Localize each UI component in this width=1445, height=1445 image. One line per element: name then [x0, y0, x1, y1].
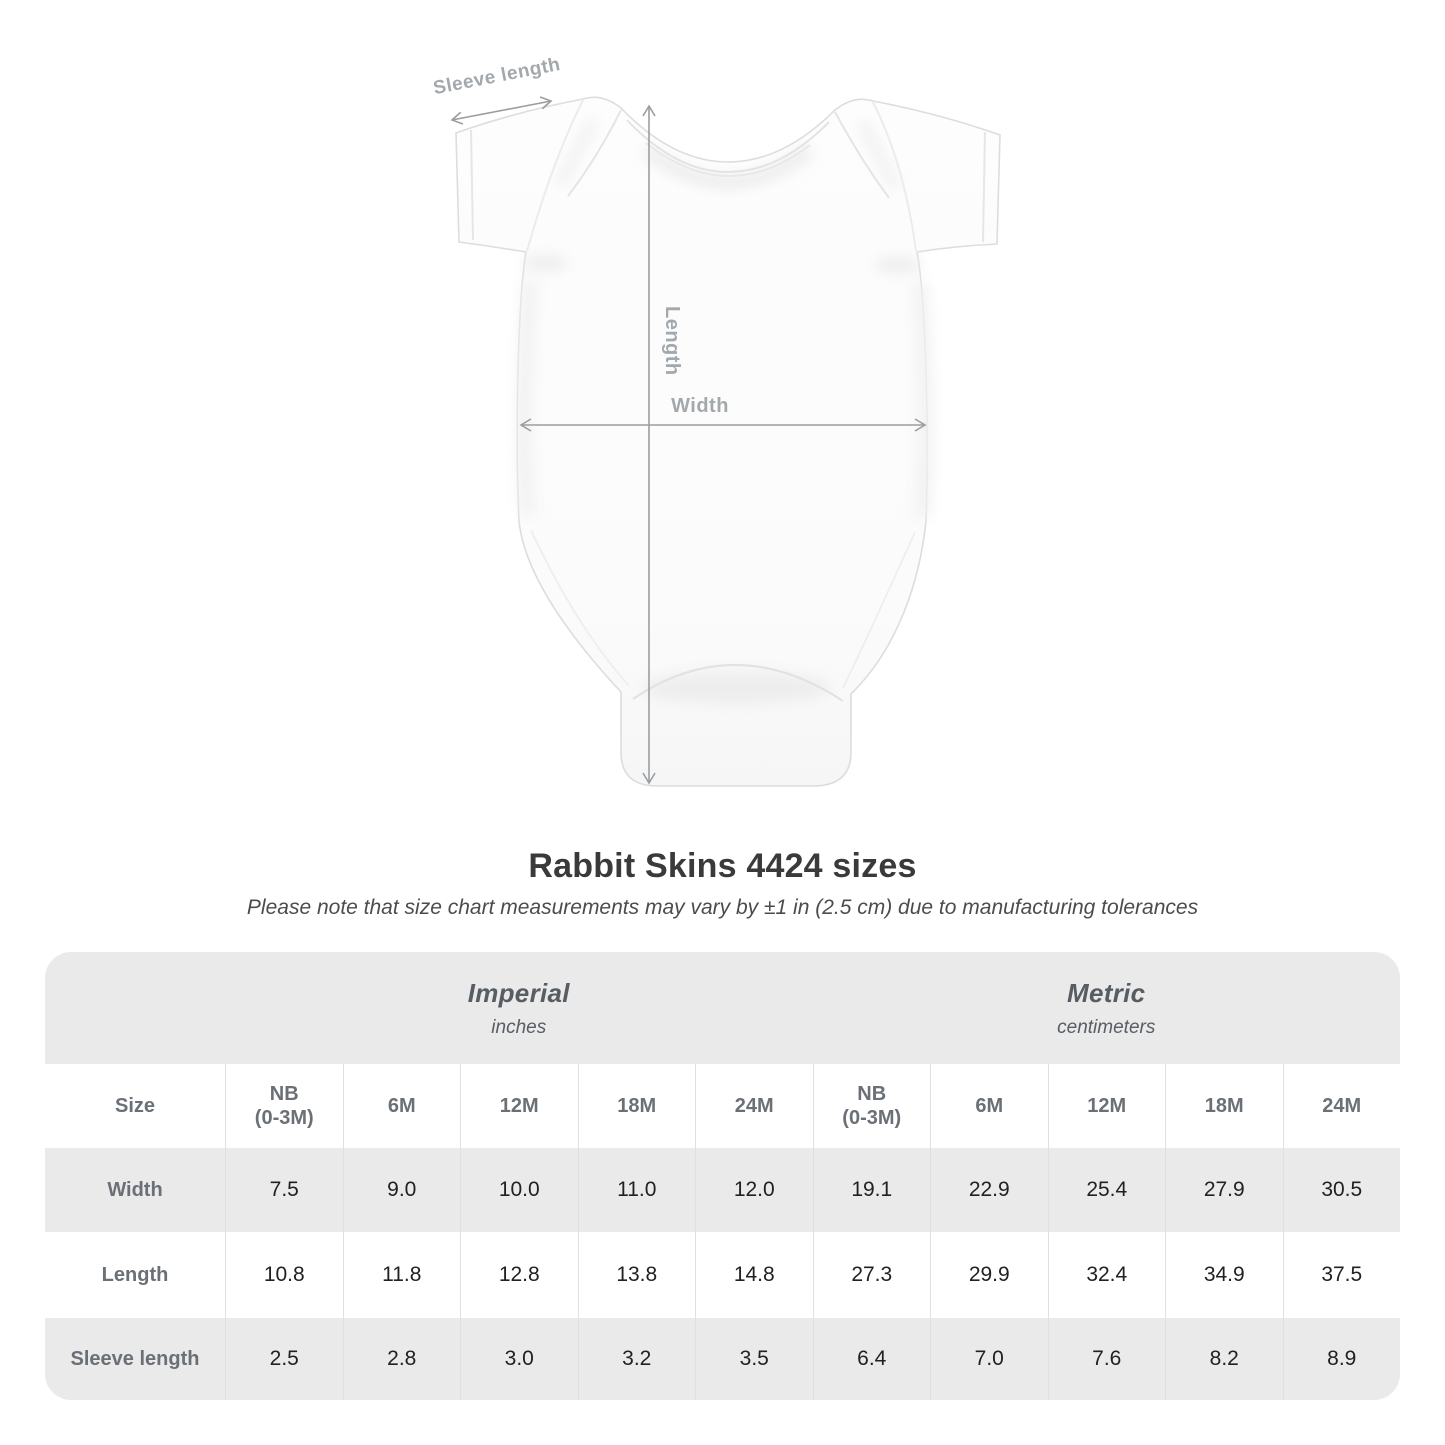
- measurement-annotations: [450, 96, 927, 785]
- value-cell: 13.8: [577, 1232, 695, 1318]
- width-label: Width: [671, 395, 729, 417]
- size-header-nb-imperial: NB (0-3M): [225, 1064, 343, 1148]
- size-header-nb-metric: NB (0-3M): [812, 1064, 930, 1148]
- value-cell: 8.2: [1165, 1318, 1283, 1400]
- value-cell: 37.5: [1282, 1232, 1400, 1318]
- value-cell: 19.1: [812, 1148, 930, 1232]
- row-label-length: Length: [45, 1232, 225, 1318]
- row-label-sleeve-length: Sleeve length: [45, 1318, 225, 1400]
- value-cell: 22.9: [930, 1148, 1048, 1232]
- value-cell: 7.5: [225, 1148, 343, 1232]
- value-cell: 12.8: [460, 1232, 578, 1318]
- size-corner-header: Size: [45, 1064, 225, 1148]
- value-cell: 3.0: [460, 1318, 578, 1400]
- value-cell: 27.9: [1165, 1148, 1283, 1232]
- value-cell: 6.4: [812, 1318, 930, 1400]
- size-header-12m-imperial: 12M: [460, 1064, 578, 1148]
- value-cell: 29.9: [930, 1232, 1048, 1318]
- metric-units: centimeters: [1057, 1016, 1156, 1038]
- metric-label: Metric: [1067, 977, 1146, 1008]
- imperial-units: inches: [491, 1016, 547, 1038]
- value-cell: 7.0: [930, 1318, 1048, 1400]
- value-cell: 9.0: [342, 1148, 460, 1232]
- value-cell: 30.5: [1282, 1148, 1400, 1232]
- size-header-6m-imperial: 6M: [342, 1064, 460, 1148]
- value-cell: 2.8: [342, 1318, 460, 1400]
- size-header-12m-metric: 12M: [1047, 1064, 1165, 1148]
- imperial-label: Imperial: [467, 977, 570, 1008]
- size-header-6m-metric: 6M: [930, 1064, 1048, 1148]
- value-cell: 27.3: [812, 1232, 930, 1318]
- bodysuit-body: [455, 96, 1001, 787]
- page-title: Rabbit Skins 4424 sizes: [528, 847, 917, 885]
- seam-lines: [470, 99, 986, 702]
- value-cell: 3.5: [695, 1318, 813, 1400]
- heading-block: Rabbit Skins 4424 sizes Please note that…: [0, 846, 1445, 922]
- value-cell: 8.9: [1282, 1318, 1400, 1400]
- value-cell: 10.8: [225, 1232, 343, 1318]
- value-cell: 11.0: [577, 1148, 695, 1232]
- value-cell: 3.2: [577, 1318, 695, 1400]
- value-cell: 11.8: [342, 1232, 460, 1318]
- sleeve-length-label: Sleeve length: [432, 54, 563, 99]
- row-label-width: Width: [45, 1148, 225, 1232]
- garment-diagram: Sleeve length Length Width: [432, 54, 1001, 787]
- value-cell: 2.5: [225, 1318, 343, 1400]
- size-table: Imperial inches Metric centimeters Size …: [45, 952, 1400, 1400]
- length-label: Length: [661, 306, 683, 376]
- size-header-24m-metric: 24M: [1282, 1064, 1400, 1148]
- size-header-24m-imperial: 24M: [695, 1064, 813, 1148]
- infant-bodysuit-illustration: Sleeve length Length Width: [432, 54, 1001, 787]
- value-cell: 10.0: [460, 1148, 578, 1232]
- unit-header-metric: Metric centimeters: [812, 952, 1400, 1064]
- fabric-shading: [517, 118, 933, 704]
- value-cell: 34.9: [1165, 1232, 1283, 1318]
- value-cell: 14.8: [695, 1232, 813, 1318]
- value-cell: 32.4: [1047, 1232, 1165, 1318]
- unit-band-corner: [45, 952, 225, 1064]
- value-cell: 7.6: [1047, 1318, 1165, 1400]
- unit-header-imperial: Imperial inches: [225, 952, 813, 1064]
- value-cell: 25.4: [1047, 1148, 1165, 1232]
- size-header-18m-imperial: 18M: [577, 1064, 695, 1148]
- sleeve-length-arrow: [450, 96, 553, 125]
- value-cell: 12.0: [695, 1148, 813, 1232]
- size-header-18m-metric: 18M: [1165, 1064, 1283, 1148]
- tolerance-note: Please note that size chart measurements…: [246, 896, 1199, 919]
